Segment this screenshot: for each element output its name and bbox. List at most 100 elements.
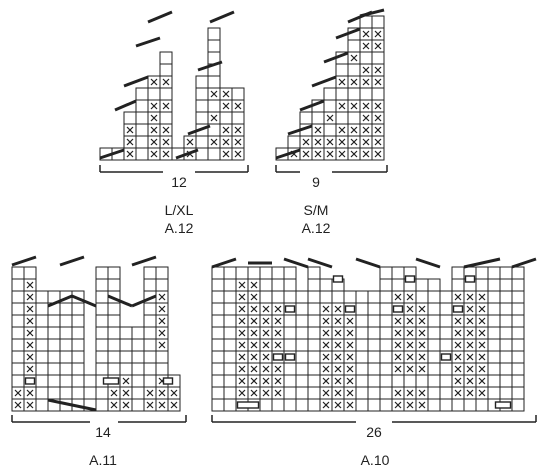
grid-cell — [107, 362, 121, 376]
grid-cell — [131, 338, 145, 352]
grid-cell — [143, 314, 157, 328]
cross-symbol — [406, 305, 414, 313]
diagram-name-a11: A.11 — [89, 452, 117, 468]
grid-cell — [487, 338, 501, 352]
grid-cell — [135, 135, 149, 149]
cross-symbol — [234, 126, 242, 134]
cross-symbol — [26, 353, 34, 361]
cross-symbol — [478, 317, 486, 325]
grid-cell — [59, 362, 73, 376]
cross-symbol — [238, 317, 246, 325]
cross-symbol — [146, 401, 154, 409]
cross-symbol — [406, 341, 414, 349]
grid-cell — [231, 87, 245, 101]
cross-symbol — [210, 114, 218, 122]
grid-cell — [355, 398, 369, 412]
grid-cell — [83, 374, 97, 388]
grid-cell — [11, 350, 25, 364]
grid-cell — [223, 386, 237, 400]
grid-cell — [487, 362, 501, 376]
grid-cell — [219, 111, 233, 125]
grid-cell — [11, 374, 25, 388]
grid-cell — [283, 290, 297, 304]
cross-symbol — [374, 126, 382, 134]
decrease-symbol — [197, 60, 223, 72]
grid-cell — [71, 386, 85, 400]
cross-symbol — [334, 401, 342, 409]
grid-cell — [71, 374, 85, 388]
width-label-a10: 26 — [366, 424, 382, 440]
grid-cell — [47, 314, 61, 328]
grid-cell — [511, 386, 525, 400]
grid-cell — [427, 326, 441, 340]
cross-symbol — [250, 365, 258, 373]
cross-symbol — [362, 78, 370, 86]
bind-off-symbol — [440, 353, 452, 361]
cross-symbol — [338, 126, 346, 134]
grid-cell — [223, 290, 237, 304]
grid-cell — [307, 266, 321, 280]
width-label-a12-sm: 9 — [312, 174, 320, 190]
grid-cell — [47, 326, 61, 340]
cross-symbol — [326, 150, 334, 158]
grid-cell — [95, 278, 109, 292]
grid-cell — [391, 266, 405, 280]
diagram-name-a12-sm: A.12 — [301, 220, 331, 236]
grid-cell — [439, 374, 453, 388]
grid-cell — [331, 290, 345, 304]
cross-symbol — [478, 341, 486, 349]
grid-cell — [319, 278, 333, 292]
grid-cell — [135, 87, 149, 101]
grid-cell — [379, 362, 393, 376]
decrease-symbol — [299, 99, 325, 112]
grid-cell — [107, 266, 121, 280]
cross-symbol — [262, 305, 270, 313]
grid-cell — [159, 87, 173, 101]
decrease-symbol — [323, 51, 349, 64]
cross-symbol — [346, 365, 354, 373]
grid-cell — [335, 111, 349, 125]
grid-cell — [207, 99, 221, 113]
grid-cell — [35, 314, 49, 328]
diagram-name-a10: A.10 — [360, 452, 390, 468]
grid-cell — [207, 147, 221, 161]
grid-cell — [347, 63, 361, 77]
grid-cell — [71, 350, 85, 364]
cross-symbol — [478, 329, 486, 337]
grid-cell — [307, 338, 321, 352]
cross-symbol — [350, 126, 358, 134]
cross-symbol — [222, 126, 230, 134]
grid-cell — [499, 314, 513, 328]
grid-cell — [499, 374, 513, 388]
grid-cell — [307, 374, 321, 388]
grid-cell — [35, 386, 49, 400]
grid-cell — [427, 374, 441, 388]
decrease-symbol — [131, 294, 157, 308]
grid-cell — [259, 266, 273, 280]
grid-cell — [379, 266, 393, 280]
cross-symbol — [26, 305, 34, 313]
grid-cell — [427, 314, 441, 328]
cross-symbol — [322, 305, 330, 313]
cross-symbol — [334, 365, 342, 373]
cross-symbol — [418, 365, 426, 373]
grid-cell — [487, 302, 501, 316]
grid-cell — [35, 362, 49, 376]
cross-symbol — [302, 138, 310, 146]
grid-cell — [35, 338, 49, 352]
cross-symbol — [322, 377, 330, 385]
grid-cell — [487, 386, 501, 400]
grid-cell — [47, 386, 61, 400]
grid-cell — [211, 362, 225, 376]
grid-cell — [439, 362, 453, 376]
grid-cell — [295, 302, 309, 316]
cross-symbol — [374, 30, 382, 38]
cross-symbol — [394, 293, 402, 301]
grid-cell — [223, 302, 237, 316]
grid-cell — [95, 398, 109, 412]
cross-symbol — [334, 305, 342, 313]
grid-cell — [71, 326, 85, 340]
cross-symbol — [466, 341, 474, 349]
grid-cell — [143, 278, 157, 292]
cross-symbol — [454, 365, 462, 373]
